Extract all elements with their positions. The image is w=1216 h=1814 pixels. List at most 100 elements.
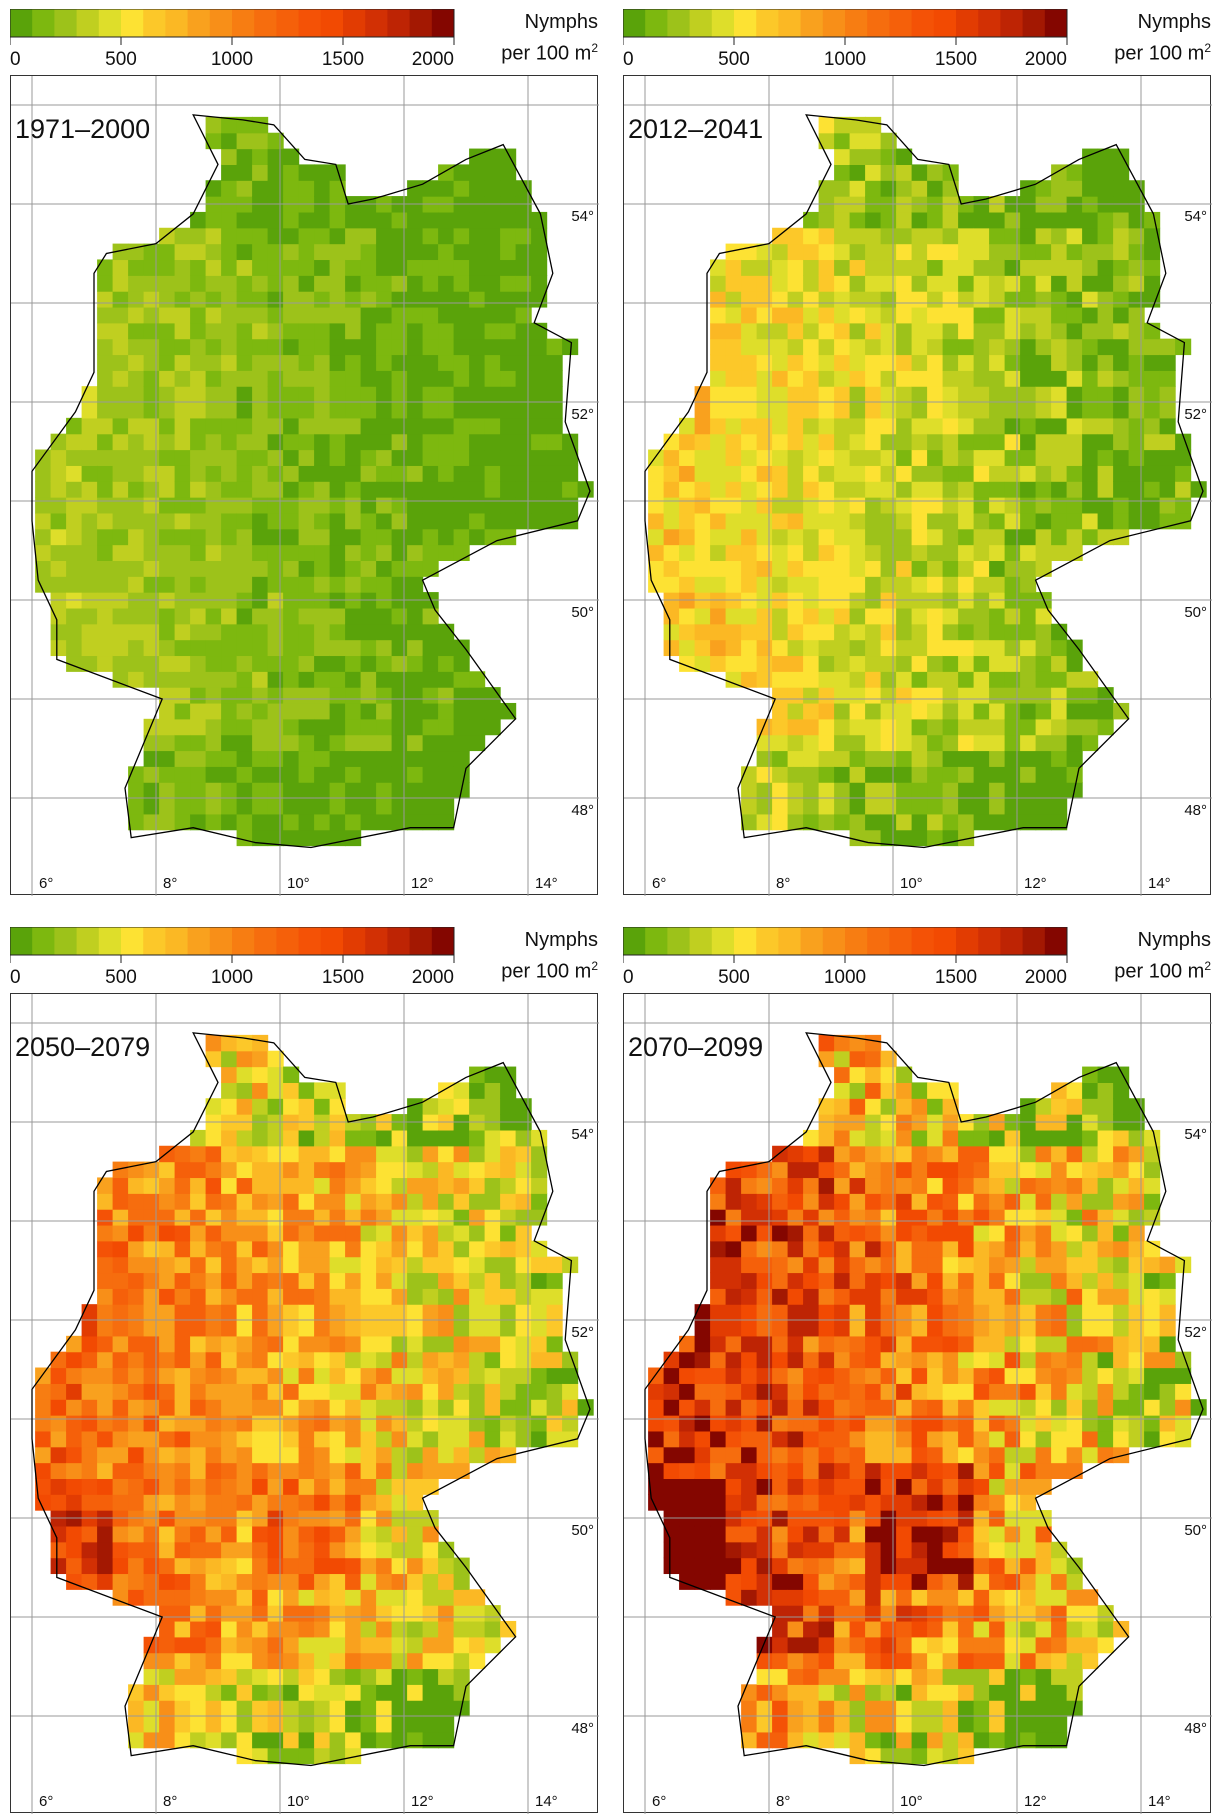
grid-cell — [865, 1478, 882, 1495]
grid-cell — [267, 164, 284, 181]
grid-cell — [1113, 1177, 1130, 1194]
grid-cell — [314, 1129, 331, 1147]
grid-cell — [710, 560, 727, 577]
grid-cell — [453, 1620, 470, 1638]
grid-cell — [1082, 1636, 1099, 1654]
grid-cell — [973, 1129, 990, 1147]
grid-cell — [1020, 813, 1037, 831]
unit-line1: Nymphs — [524, 11, 598, 33]
grid-cell — [221, 702, 238, 720]
grid-cell — [174, 1557, 191, 1575]
grid-cell — [896, 544, 913, 561]
grid-cell — [818, 1320, 835, 1337]
grid-cell — [66, 639, 83, 657]
colorbar-bin — [689, 927, 713, 955]
grid-cell — [298, 813, 315, 831]
grid-cell — [710, 291, 727, 308]
grid-cell — [407, 275, 424, 292]
colorbar-bin — [956, 9, 979, 37]
grid-cell — [174, 1731, 191, 1749]
grid-cell — [694, 1430, 711, 1448]
grid-cell — [205, 1620, 222, 1638]
grid-cell — [500, 1367, 517, 1384]
grid-cell — [221, 512, 238, 530]
grid-cell — [725, 1272, 742, 1289]
grid-cell — [484, 291, 501, 308]
grid-cell — [329, 1557, 346, 1575]
grid-cell — [1020, 386, 1037, 403]
grid-cell — [329, 607, 346, 625]
grid-cell — [710, 576, 727, 593]
grid-cell — [694, 1367, 711, 1384]
grid-cell — [484, 512, 501, 530]
grid-cell — [221, 1304, 238, 1321]
grid-cell — [880, 1541, 897, 1559]
grid-cell — [927, 607, 944, 625]
grid-cell — [360, 1652, 377, 1670]
grid-cell — [252, 623, 269, 641]
grid-cell — [221, 306, 238, 324]
grid-cell — [1035, 544, 1052, 561]
grid-cell — [314, 1256, 331, 1274]
grid-cell — [648, 544, 665, 561]
grid-cell — [1082, 481, 1099, 498]
colorbar-tick-label: 500 — [105, 967, 137, 988]
grid-cell — [283, 607, 300, 625]
grid-cell — [407, 1193, 424, 1210]
grid-cell — [942, 1446, 959, 1464]
grid-cell — [849, 623, 866, 641]
grid-cell — [81, 1557, 98, 1575]
grid-cell — [927, 1652, 944, 1670]
grid-cell — [174, 1462, 191, 1479]
grid-cell — [725, 623, 742, 641]
grid-cell — [896, 386, 913, 403]
grid-cell — [772, 322, 789, 340]
grid-cell — [391, 766, 408, 783]
grid-cell — [283, 386, 300, 403]
grid-cell — [283, 1209, 300, 1226]
grid-cell — [252, 164, 269, 181]
grid-cell — [422, 1731, 439, 1749]
grid-cell — [880, 1383, 897, 1400]
grid-cell — [376, 259, 393, 276]
grid-cell — [834, 1668, 851, 1685]
grid-cell — [989, 1399, 1006, 1416]
grid-cell — [500, 497, 517, 514]
grid-cell — [159, 1240, 176, 1258]
grid-cell — [1097, 1082, 1114, 1099]
grid-cell — [958, 1478, 975, 1495]
grid-cell — [1097, 338, 1114, 356]
grid-cell — [314, 1193, 331, 1210]
grid-cell — [710, 275, 727, 292]
grid-cell — [81, 402, 98, 419]
grid-cell — [190, 702, 207, 720]
grid-cell — [896, 1541, 913, 1559]
grid-cell — [958, 227, 975, 245]
grid-cell — [159, 702, 176, 720]
grid-cell — [407, 1129, 424, 1147]
grid-cell — [896, 449, 913, 466]
grid-cell — [81, 1478, 98, 1495]
grid-cell — [267, 481, 284, 498]
grid-cell — [407, 1620, 424, 1638]
grid-cell — [314, 481, 331, 498]
grid-cell — [159, 1462, 176, 1479]
grid-cell — [391, 1430, 408, 1448]
grid-cell — [973, 370, 990, 387]
grid-cell — [143, 1367, 160, 1384]
grid-cell — [112, 1272, 129, 1289]
grid-cell — [376, 370, 393, 387]
grid-cell — [236, 1335, 253, 1353]
grid-cell — [283, 322, 300, 340]
grid-cell — [236, 512, 253, 530]
grid-cell — [515, 1367, 532, 1384]
grid-cell — [531, 1129, 548, 1147]
grid-cell — [911, 1605, 928, 1622]
colorbar-bin — [365, 9, 388, 37]
grid-cell — [314, 1541, 331, 1559]
grid-cell — [787, 481, 804, 498]
lat-label: 52° — [1184, 406, 1207, 423]
grid-cell — [772, 1415, 789, 1432]
grid-cell — [896, 1573, 913, 1590]
lat-label: 50° — [1184, 1522, 1207, 1539]
